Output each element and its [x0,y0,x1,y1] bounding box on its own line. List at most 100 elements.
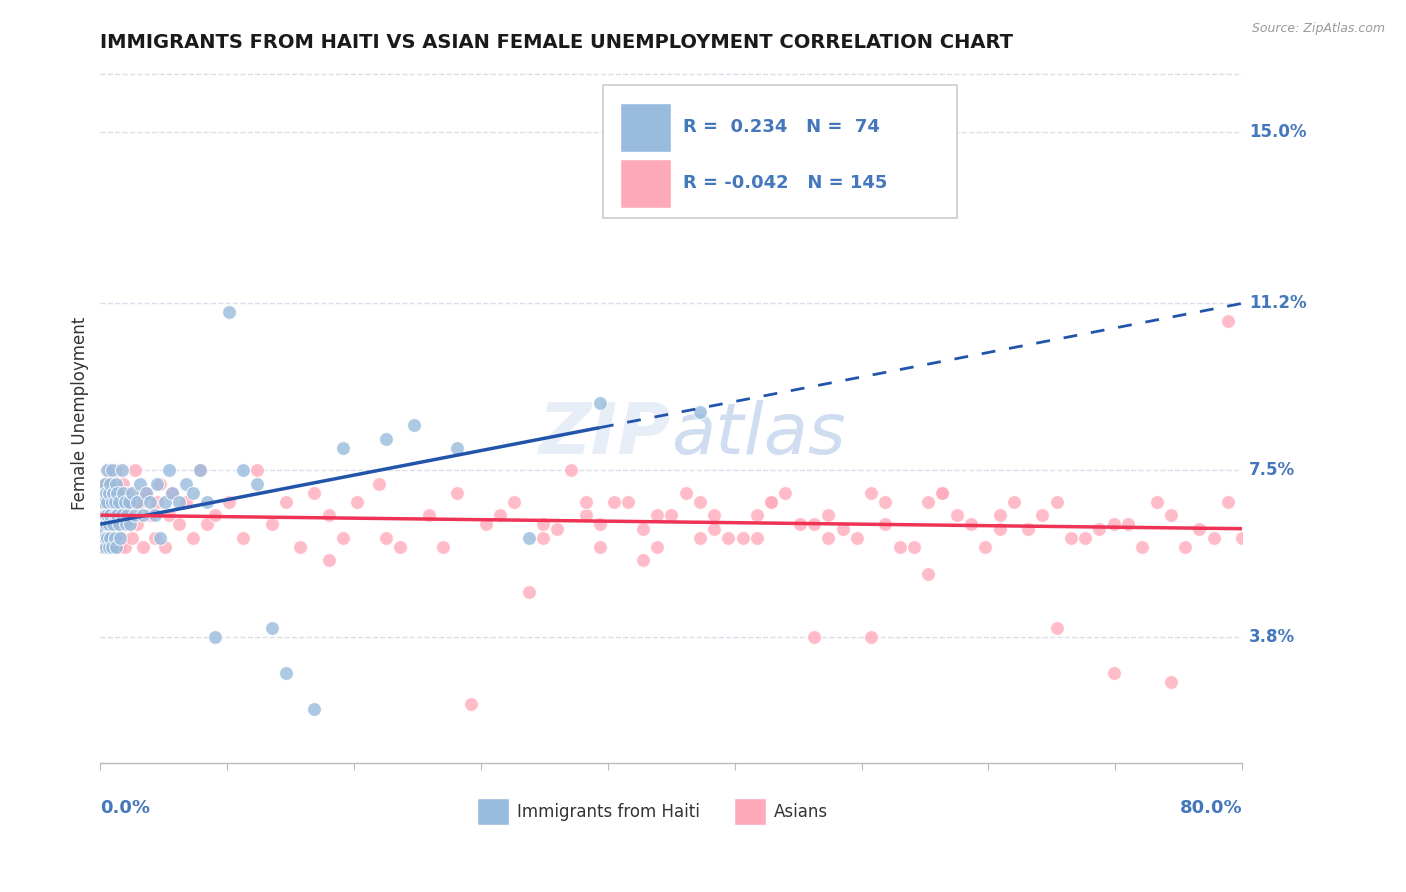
Point [960,517,983,532]
Point [759,494,782,508]
Point [1102,517,1125,532]
Point [260,517,283,532]
Point [108,494,131,508]
Point [389,540,412,554]
Point [775,485,797,500]
Point [1232,531,1254,545]
Point [181,531,204,545]
Point [689,404,711,418]
Point [98,476,121,491]
Point [689,494,711,508]
Point [90,522,112,536]
Text: 7.5%: 7.5% [1250,461,1295,479]
Point [112,476,135,491]
Point [645,508,668,523]
Point [167,517,190,532]
Point [107,494,129,508]
Point [1031,508,1053,523]
Text: 11.2%: 11.2% [1250,294,1308,312]
Point [204,630,226,644]
Point [860,630,883,644]
Point [232,531,254,545]
Point [117,485,139,500]
Point [531,517,554,532]
Point [489,508,512,523]
Point [617,494,640,508]
Point [103,517,125,532]
Point [98,494,121,508]
Point [114,540,136,554]
Point [274,494,297,508]
Point [546,522,568,536]
Point [332,531,354,545]
Point [107,508,129,523]
Point [110,531,132,545]
Point [759,494,782,508]
Point [111,463,134,477]
Point [100,540,122,554]
Point [945,508,967,523]
Point [91,494,114,508]
Point [96,508,118,523]
Point [104,494,127,508]
Point [97,517,120,532]
Text: Immigrants from Haiti: Immigrants from Haiti [517,803,700,821]
Point [120,494,142,508]
Point [93,476,115,491]
Point [589,395,612,409]
Point [100,463,122,477]
Point [121,485,143,500]
Point [107,517,129,532]
Point [132,508,155,523]
Point [94,485,117,500]
Point [717,531,740,545]
Point [645,540,668,554]
Point [474,517,496,532]
Point [121,531,143,545]
Point [446,485,468,500]
Point [111,508,134,523]
Point [517,531,540,545]
Point [103,485,125,500]
Point [304,702,326,716]
Point [112,485,135,500]
Point [174,494,197,508]
Point [135,485,157,500]
Point [108,540,131,554]
Point [124,463,146,477]
Point [96,540,118,554]
Text: IMMIGRANTS FROM HAITI VS ASIAN FEMALE UNEMPLOYMENT CORRELATION CHART: IMMIGRANTS FROM HAITI VS ASIAN FEMALE UN… [100,33,1014,52]
Point [135,485,157,500]
Point [631,553,654,567]
Point [675,485,697,500]
FancyBboxPatch shape [603,86,956,219]
Point [98,508,121,523]
Text: 0.0%: 0.0% [100,799,150,817]
Point [115,508,138,523]
Point [1174,540,1197,554]
Point [93,508,115,523]
Point [149,476,172,491]
Point [1216,314,1239,328]
Point [889,540,911,554]
Point [94,540,117,554]
FancyBboxPatch shape [477,798,509,824]
Point [1074,531,1097,545]
Point [1116,517,1139,532]
Point [1002,494,1025,508]
Point [105,476,128,491]
Point [91,540,114,554]
Point [1216,494,1239,508]
Point [860,485,883,500]
Point [845,531,868,545]
Point [745,508,768,523]
Point [143,531,166,545]
Point [374,531,396,545]
Point [659,508,682,523]
Point [197,494,219,508]
Point [318,553,340,567]
Point [139,494,162,508]
Point [160,485,183,500]
Point [875,517,897,532]
Point [105,540,128,554]
